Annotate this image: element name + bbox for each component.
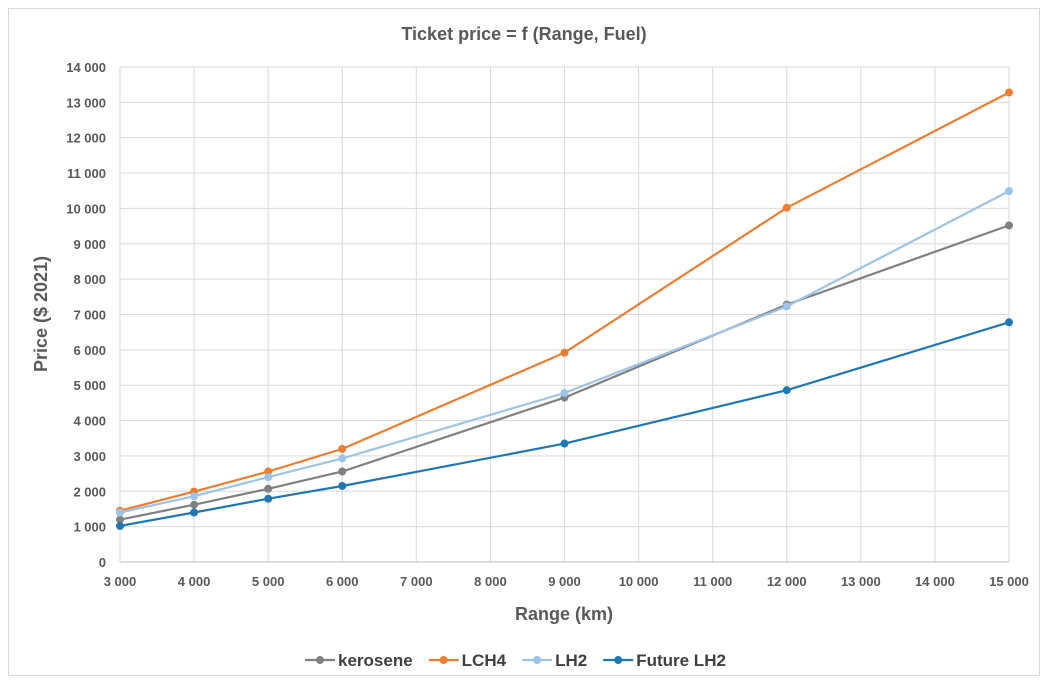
y-tick-label: 7 000 <box>73 308 106 323</box>
x-axis-title: Range (km) <box>515 604 613 624</box>
data-point <box>560 388 569 397</box>
x-tick-label: 13 000 <box>841 574 881 589</box>
x-tick-label: 10 000 <box>619 574 659 589</box>
data-point <box>1005 88 1013 97</box>
x-tick-label: 4 000 <box>178 574 211 589</box>
legend-item: Future LH2 <box>603 651 726 670</box>
y-tick-label: 12 000 <box>66 131 106 146</box>
legend-label: kerosene <box>338 651 413 670</box>
y-tick-label: 13 000 <box>66 95 106 110</box>
legend-label: Future LH2 <box>636 651 726 670</box>
legend-marker <box>316 656 324 664</box>
y-tick-label: 8 000 <box>73 272 106 287</box>
data-point <box>1005 221 1013 230</box>
data-point <box>338 467 347 476</box>
x-tick-label: 8 000 <box>474 574 507 589</box>
y-tick-label: 1 000 <box>73 520 106 535</box>
data-point <box>782 302 791 311</box>
y-tick-label: 9 000 <box>73 237 106 252</box>
x-tick-label: 3 000 <box>104 574 137 589</box>
data-point <box>190 500 199 509</box>
legend-item: kerosene <box>305 651 413 670</box>
legend-label: LCH4 <box>462 651 507 670</box>
series-group <box>116 88 1013 530</box>
y-tick-label: 0 <box>99 555 106 570</box>
data-point <box>560 348 569 357</box>
y-tick-label: 14 000 <box>66 60 106 75</box>
y-tick-label: 10 000 <box>66 201 106 216</box>
legend: kerosene LCH4 LH2 Future LH2 <box>305 651 726 670</box>
x-axis-ticks: 3 000 4 000 5 000 6 000 7 000 8 000 9 000 10 00… <box>104 574 1029 589</box>
y-tick-label: 11 000 <box>67 166 106 181</box>
data-point <box>264 467 273 476</box>
chart-title: Ticket price = f (Range, Fuel) <box>401 24 646 44</box>
data-point <box>116 508 124 517</box>
data-point <box>264 494 273 503</box>
x-tick-label: 6 000 <box>326 574 359 589</box>
data-point <box>338 481 347 490</box>
data-point <box>1005 187 1013 196</box>
data-point <box>116 521 124 530</box>
data-point <box>116 515 124 524</box>
series-lh2 <box>116 187 1013 517</box>
y-tick-label: 4 000 <box>73 414 106 429</box>
x-tick-label: 7 000 <box>400 574 433 589</box>
chart-frame <box>8 8 1040 676</box>
y-axis-title: Price ($ 2021) <box>31 256 51 372</box>
data-point <box>782 386 791 395</box>
y-tick-label: 6 000 <box>73 343 106 358</box>
data-point <box>264 484 273 493</box>
data-point <box>1005 318 1013 327</box>
legend-item: LCH4 <box>428 651 507 670</box>
x-tick-label: 12 000 <box>767 574 807 589</box>
data-point <box>782 203 791 212</box>
y-axis-ticks: 0 1 000 2 000 3 000 4 000 5 000 6 000 7 000 8 00… <box>66 60 106 570</box>
data-point <box>190 508 199 517</box>
y-tick-label: 3 000 <box>73 449 106 464</box>
legend-marker <box>439 656 448 664</box>
x-tick-label: 9 000 <box>548 574 581 589</box>
x-tick-label: 14 000 <box>915 574 955 589</box>
x-tick-label: 5 000 <box>252 574 285 589</box>
legend-label: LH2 <box>555 651 587 670</box>
data-point <box>560 439 569 448</box>
y-tick-label: 2 000 <box>73 484 106 499</box>
series-future-lh2 <box>116 318 1013 530</box>
legend-marker <box>614 656 623 664</box>
data-point <box>190 492 199 501</box>
x-tick-label: 11 000 <box>693 574 732 589</box>
data-point <box>264 473 273 482</box>
data-point <box>338 454 347 463</box>
legend-marker <box>533 656 542 664</box>
legend-item: LH2 <box>522 651 587 670</box>
y-tick-label: 5 000 <box>73 378 106 393</box>
gridlines <box>119 66 1010 562</box>
data-point <box>338 444 347 453</box>
x-tick-label: 15 000 <box>989 574 1029 589</box>
